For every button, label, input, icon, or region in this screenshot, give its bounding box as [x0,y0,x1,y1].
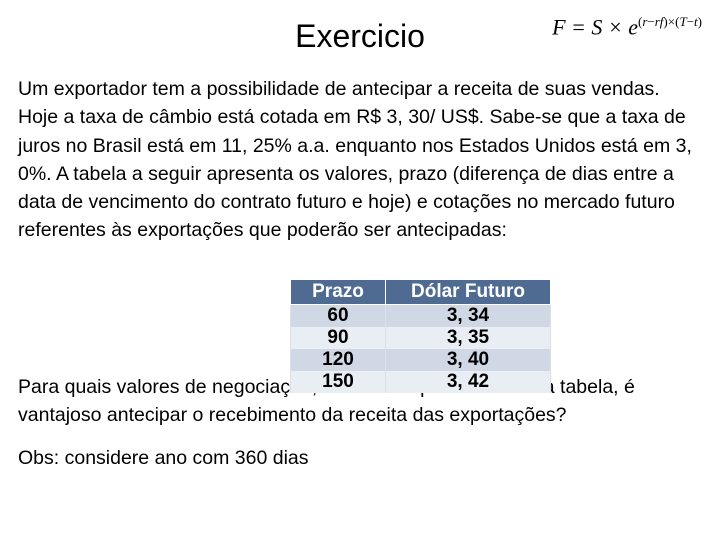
formula-lhs: F [552,14,565,39]
table-row: 90 3, 35 [291,327,551,349]
table-row: 120 3, 40 [291,349,551,371]
formula-S: S [591,14,602,39]
formula-eq: = [566,14,592,39]
table-row: 60 3, 34 [291,305,551,328]
formula-times1: × [602,14,628,39]
rates-table: Prazo Dólar Futuro 60 3, 34 90 3, 35 120… [290,279,551,393]
cell-prazo: 150 [291,371,386,393]
observation-text: Obs: considere ano com 360 dias [18,447,702,470]
formula: F = S × e(r−rf)×(T−t) [552,14,702,40]
formula-e: e [628,14,638,39]
slide: Exercicio F = S × e(r−rf)×(T−t) Um expor… [0,0,720,540]
cell-prazo: 120 [291,349,386,371]
exp-times: × [668,14,675,29]
col-header-prazo: Prazo [291,280,386,305]
formula-exponent: (r−rf)×(T−t) [638,14,702,29]
cell-dolar: 3, 34 [386,305,551,328]
body-with-table: Um exportador tem a possibilidade de ant… [18,75,702,245]
cell-dolar: 3, 35 [386,327,551,349]
col-header-dolar: Dólar Futuro [386,280,551,305]
cell-dolar: 3, 40 [386,349,551,371]
exp-minus2: − [687,14,694,29]
slide-title: Exercicio [295,18,425,55]
table-row: 150 3, 42 [291,371,551,393]
table-header-row: Prazo Dólar Futuro [291,280,551,305]
problem-statement: Um exportador tem a possibilidade de ant… [18,75,702,245]
cell-prazo: 90 [291,327,386,349]
exp-minus: − [647,14,654,29]
exp-Tclose: ) [698,14,702,29]
cell-dolar: 3, 42 [386,371,551,393]
title-row: Exercicio F = S × e(r−rf)×(T−t) [18,18,702,55]
cell-prazo: 60 [291,305,386,328]
exp-T: T [679,14,686,29]
